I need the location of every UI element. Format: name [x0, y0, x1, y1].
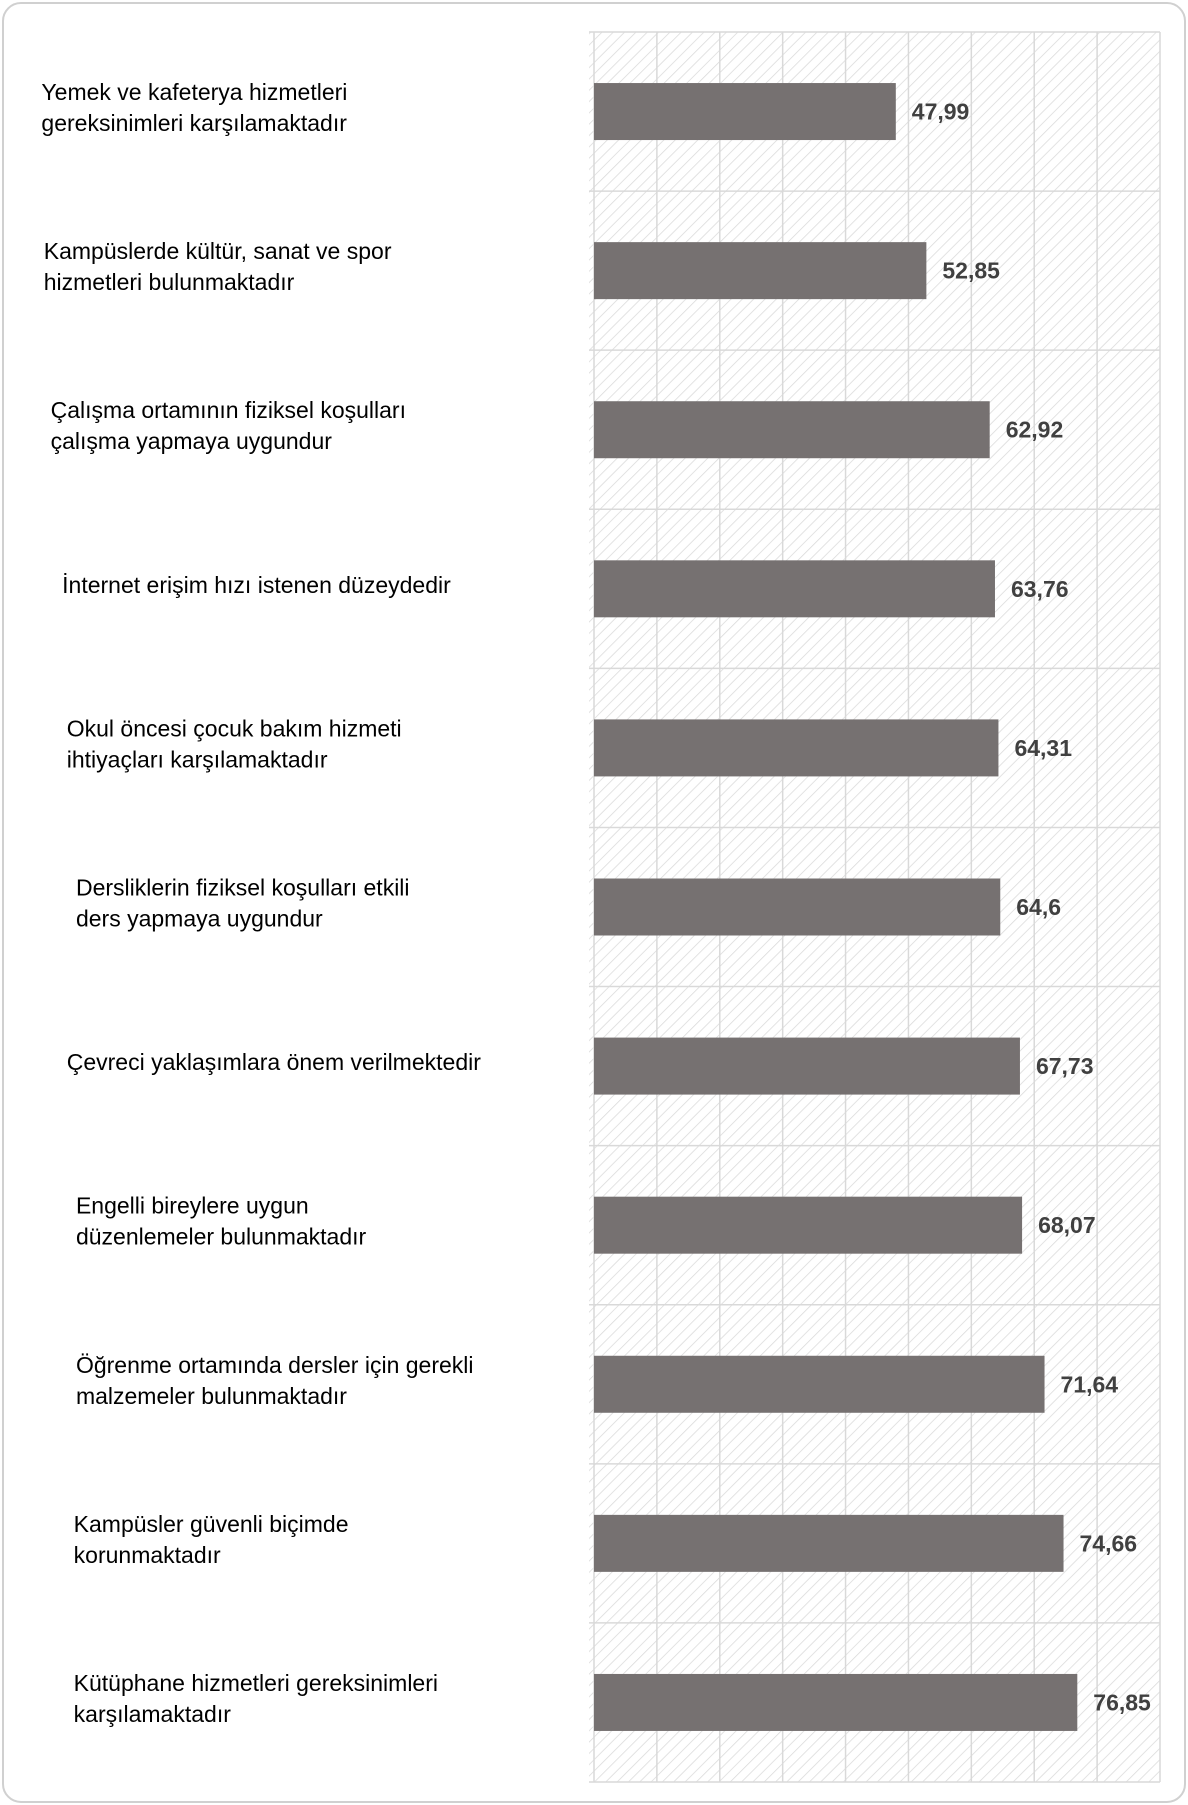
- value-label: 68,07: [1038, 1212, 1096, 1238]
- bar: [594, 878, 1001, 936]
- bar: [594, 242, 927, 300]
- bar: [594, 1673, 1078, 1731]
- value-label: 62,92: [1006, 417, 1064, 443]
- category-label: hizmetleri bulunmaktadır: [44, 269, 295, 295]
- category-label: karşılamaktadır: [74, 1701, 232, 1727]
- category-label: Kütüphane hizmetleri gereksinimleri: [74, 1670, 438, 1696]
- category-label: İnternet erişim hızı istenen düzeydedir: [62, 572, 451, 598]
- category-label: Çevreci yaklaşımlara önem verilmektedir: [67, 1049, 481, 1075]
- value-label: 52,85: [942, 258, 1000, 284]
- bar: [594, 401, 990, 459]
- category-label: Okul öncesi çocuk bakım hizmeti: [67, 715, 402, 741]
- category-label: korunmaktadır: [74, 1542, 221, 1568]
- value-label: 64,31: [1014, 735, 1072, 761]
- bar: [594, 83, 896, 141]
- bar: [594, 1514, 1064, 1572]
- category-label: Kampüslerde kültür, sanat ve spor: [44, 238, 392, 264]
- category-label: Engelli bireylere uygun: [76, 1193, 309, 1219]
- value-label: 74,66: [1080, 1530, 1138, 1556]
- value-label: 64,6: [1016, 894, 1061, 920]
- bar: [594, 1037, 1020, 1095]
- category-label: ihtiyaçları karşılamaktadır: [67, 746, 328, 772]
- value-label: 63,76: [1011, 576, 1069, 602]
- category-label: malzemeler bulunmaktadır: [76, 1383, 347, 1409]
- category-label: çalışma yapmaya uygundur: [51, 428, 333, 454]
- value-label: 71,64: [1061, 1371, 1119, 1397]
- category-label: düzenlemeler bulunmaktadır: [76, 1224, 367, 1250]
- category-label: Yemek ve kafeterya hizmetleri: [41, 79, 347, 105]
- category-label: Kampüsler güvenli biçimde: [74, 1511, 349, 1537]
- category-label: Çalışma ortamının fiziksel koşulları: [51, 397, 406, 423]
- value-label: 47,99: [912, 99, 970, 125]
- bar: [594, 1355, 1045, 1413]
- bar: [594, 1196, 1023, 1254]
- category-label: Dersliklerin fiziksel koşulları etkili: [76, 875, 410, 901]
- bar: [594, 560, 995, 618]
- category-label: ders yapmaya uygundur: [76, 906, 323, 932]
- category-label: Öğrenme ortamında dersler için gerekli: [76, 1352, 474, 1378]
- value-label: 67,73: [1036, 1053, 1094, 1079]
- value-label: 76,85: [1093, 1689, 1151, 1715]
- bar: [594, 719, 999, 777]
- category-label: gereksinimleri karşılamaktadır: [41, 110, 347, 136]
